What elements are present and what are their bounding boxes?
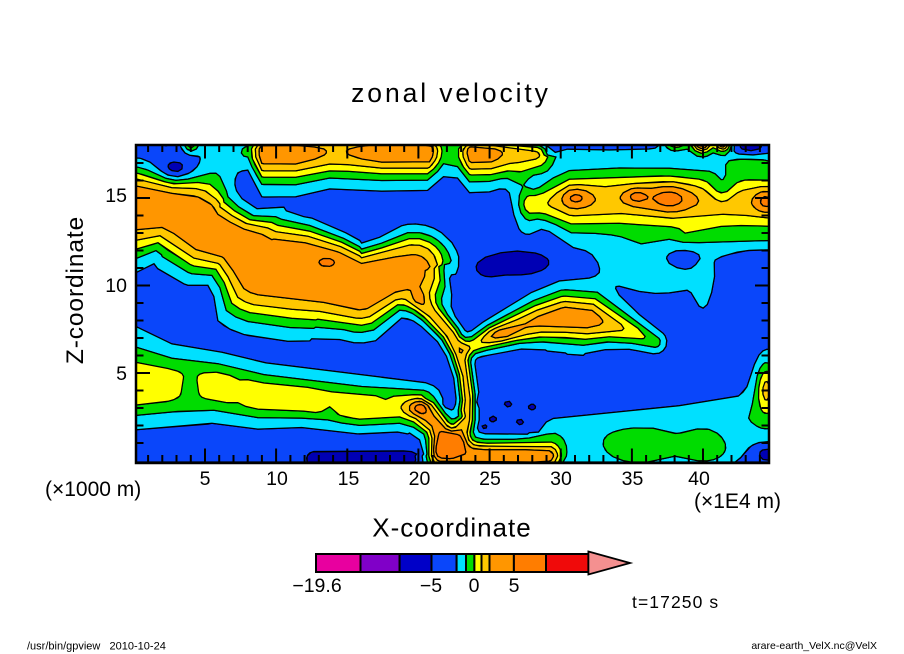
svg-text:20: 20	[409, 468, 431, 490]
svg-text:0: 0	[469, 575, 480, 597]
svg-text:15: 15	[338, 468, 360, 490]
svg-text:30: 30	[550, 468, 572, 490]
svg-text:arare-earth_VelX.nc@VelX: arare-earth_VelX.nc@VelX	[751, 640, 877, 652]
svg-text:5: 5	[116, 363, 127, 385]
svg-text:zonal velocity: zonal velocity	[351, 78, 551, 108]
svg-text:5: 5	[200, 468, 211, 490]
svg-text:(×1000 m): (×1000 m)	[45, 478, 141, 501]
svg-text:Z-coordinate: Z-coordinate	[62, 216, 89, 364]
svg-text:40: 40	[688, 468, 710, 490]
svg-text:t=17250 s: t=17250 s	[632, 592, 719, 612]
svg-text:−5: −5	[420, 575, 442, 597]
svg-text:X-coordinate: X-coordinate	[372, 513, 531, 543]
svg-text:25: 25	[479, 468, 501, 490]
svg-text:15: 15	[105, 185, 127, 207]
svg-text:(×1E4 m): (×1E4 m)	[694, 490, 781, 513]
svg-text:10: 10	[266, 468, 288, 490]
svg-text:35: 35	[622, 468, 644, 490]
svg-text:/usr/bin/gpview 2010-10-24: /usr/bin/gpview 2010-10-24	[27, 641, 166, 653]
svg-text:5: 5	[509, 575, 520, 597]
svg-text:−19.6: −19.6	[292, 575, 341, 597]
svg-text:10: 10	[105, 275, 127, 297]
